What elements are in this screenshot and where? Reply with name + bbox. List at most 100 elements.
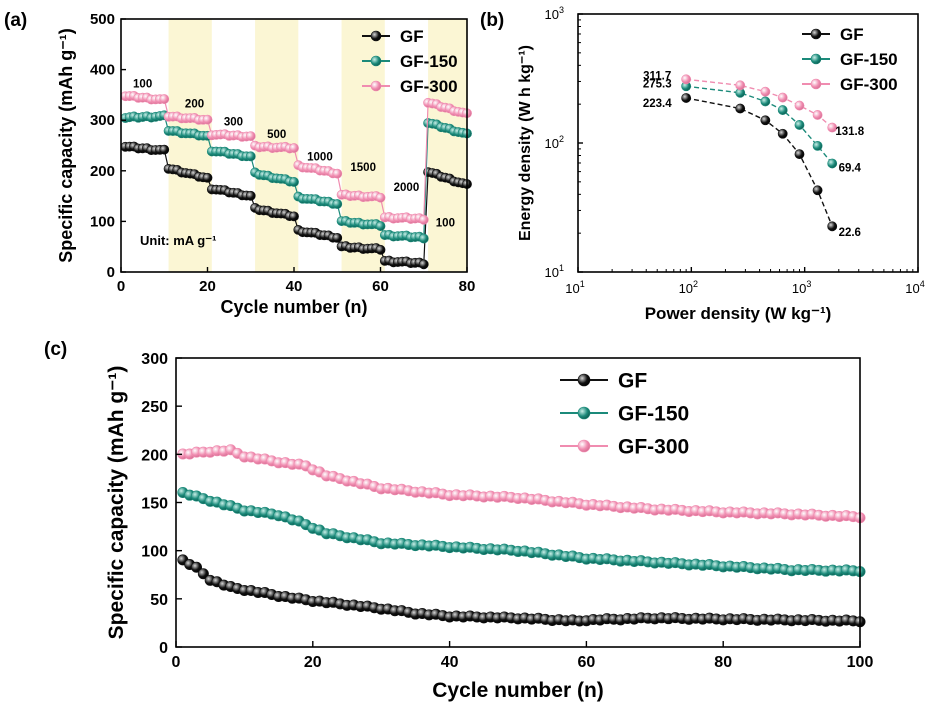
y-axis-label: Specific capacity (mAh g⁻¹)	[105, 366, 128, 640]
x-axis-label: Power density (W kg⁻¹)	[645, 304, 832, 323]
panel-b-label: (b)	[480, 10, 504, 31]
x-axis-label: Cycle number (n)	[220, 297, 367, 317]
data-point-GF-150-29	[245, 151, 256, 162]
y-tick-label: 150	[141, 496, 168, 513]
value-annotation: 69.4	[839, 163, 862, 175]
x-tick-label: 40	[286, 278, 303, 295]
y-tick-label: 0	[107, 264, 115, 281]
legend-c-marker-GF-300	[577, 439, 591, 453]
x-tick-label: 0	[117, 278, 125, 295]
y-tick-label: 300	[141, 351, 168, 368]
data-point-GF-300-49	[332, 168, 343, 179]
data-point-GF-39	[289, 211, 299, 222]
value-annotation: 22.6	[839, 227, 861, 239]
y-tick-label: 100	[90, 213, 115, 230]
data-point-GF-300-5	[812, 110, 823, 120]
data-point-GF-300-9	[159, 94, 170, 104]
x-tick-label: 20	[304, 654, 322, 671]
x-tick-label: 80	[459, 278, 476, 295]
value-annotation: 223.4	[643, 98, 672, 110]
data-point-GF-150-6	[827, 158, 838, 169]
y-tick-label: 300	[90, 112, 115, 129]
legend-c-marker-GF	[577, 373, 591, 387]
series-line-GF-300	[686, 78, 833, 129]
legend-a-label-GF-300: GF-300	[400, 77, 458, 96]
legend-c-label-GF-300: GF-300	[618, 436, 689, 459]
y-tick-label: 50	[150, 592, 168, 609]
y-tick-label: 400	[90, 62, 115, 79]
data-point-GF-300-3	[777, 92, 788, 103]
y-tick-label: 101	[545, 263, 564, 280]
data-point-GF-300-6	[827, 122, 838, 133]
rate-band-0	[168, 19, 212, 272]
y-axis-label: Specific capacity (mAh g⁻¹)	[56, 28, 76, 263]
y-tick-label: 102	[545, 134, 564, 151]
data-point-GF-4	[794, 149, 805, 160]
data-point-GF-300-19	[202, 114, 213, 125]
legend-c-marker-GF-150	[577, 406, 591, 420]
y-tick-label: 250	[141, 399, 168, 416]
x-tick-label: 100	[847, 654, 874, 671]
data-point-GF-150-39	[289, 177, 299, 187]
panel-c: (c) 0 20 40 60 80 100 0 50 100 150 200 250 300 Cycle …	[44, 339, 873, 702]
x-tick-label: 0	[172, 654, 181, 671]
legend-c-label-GF: GF	[618, 370, 647, 393]
rate-label: 2000	[394, 182, 420, 194]
rate-label: 300	[224, 116, 243, 128]
legend-b-marker-GF	[810, 28, 822, 40]
legend-b-label-GF-150: GF-150	[840, 50, 898, 69]
data-point-GF-150-4	[794, 120, 805, 130]
data-point-GF-300-39	[289, 143, 299, 153]
x-tick-label: 60	[372, 278, 389, 295]
rate-label: 1000	[307, 152, 333, 164]
rate-label: 1500	[350, 162, 376, 174]
legend-b-marker-GF-300	[810, 78, 822, 90]
unit-note: Unit: mA g⁻¹	[140, 233, 216, 248]
data-point-GF-29	[245, 190, 256, 201]
y-tick-label: 100	[141, 544, 168, 561]
y-tick-label: 103	[545, 5, 564, 22]
legend-a-label-GF: GF	[400, 27, 424, 46]
x-tick-label: 60	[578, 654, 596, 671]
data-point-GF-300-59	[375, 192, 386, 203]
data-point-GF-150-69	[418, 233, 429, 244]
data-point-GF-150-59	[375, 221, 386, 231]
y-tick-label: 200	[90, 163, 115, 180]
y-tick-label: 0	[159, 640, 168, 657]
value-annotation: 311.7	[643, 70, 671, 82]
legend-a-marker-GF	[370, 30, 382, 42]
legend-c-label-GF-150: GF-150	[618, 403, 689, 426]
y-tick-label: 500	[90, 11, 115, 28]
data-point-GF-300-1	[735, 80, 746, 91]
data-point-GF-300-0	[681, 74, 692, 85]
x-tick-label: 40	[441, 654, 459, 671]
data-point-GF-2	[760, 115, 771, 126]
rate-label: 500	[267, 129, 286, 141]
y-tick-label: 200	[141, 447, 168, 464]
x-tick-label: 104	[905, 279, 924, 296]
panel-a: (a) 0 20 40 60 80 0 100 200 300 400 500 Cycle numbe…	[4, 10, 475, 317]
legend-b-label-GF-300: GF-300	[840, 75, 898, 94]
rate-band-3	[428, 19, 467, 272]
series-line-GF-150	[182, 491, 861, 573]
x-axis-label: Cycle number (n)	[432, 679, 604, 702]
data-point-GF-300-4	[794, 100, 805, 111]
legend-b-label-GF: GF	[840, 25, 864, 44]
data-point-GF-9	[159, 144, 170, 155]
x-tick-label: 80	[714, 654, 732, 671]
panel-a-label: (a)	[4, 10, 27, 31]
x-tick-label: 102	[679, 279, 698, 296]
rate-label: 100	[436, 217, 455, 229]
legend-a-marker-GF-300	[370, 80, 382, 92]
data-point-GF-150-49	[332, 199, 343, 209]
rate-label: 200	[185, 99, 204, 111]
data-point-GF-300-2	[760, 86, 771, 97]
data-point-GF-5	[812, 185, 823, 196]
data-point-GF-6	[827, 221, 838, 232]
series-line-GF	[686, 97, 833, 227]
data-point-GF-3	[777, 128, 788, 139]
data-point-GF-19	[202, 172, 213, 183]
data-point-GF-150-2	[760, 96, 771, 107]
data-point-GF-150-3	[777, 105, 788, 115]
